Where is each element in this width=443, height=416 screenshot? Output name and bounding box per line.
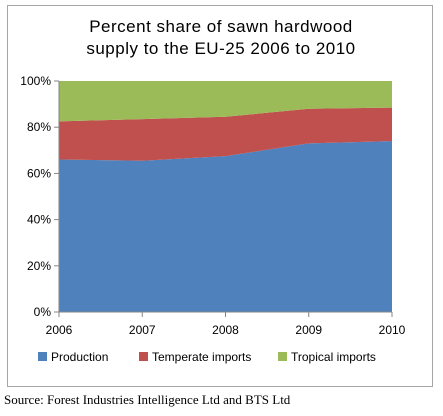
area-production [59,141,392,312]
source-note: Source: Forest Industries Intelligence L… [4,392,291,407]
legend-swatch [38,352,47,361]
x-tick-label: 2009 [295,323,322,337]
legend-label: Tropical imports [291,350,376,364]
x-tick-label: 2008 [212,323,239,337]
y-tick-label: 0% [34,305,52,319]
y-tick-label: 80% [27,120,51,134]
x-tick-label: 2006 [46,323,73,337]
y-tick-label: 100% [20,74,51,88]
y-tick-label: 40% [27,213,51,227]
chart-title: Percent share of sawn hardwood supply to… [8,16,434,60]
area-tropical-imports [59,81,392,122]
legend-label: Production [51,350,108,364]
legend-swatch [278,352,287,361]
area-temperate-imports [59,107,392,161]
chart-title-line-2: supply to the EU-25 2006 to 2010 [86,39,356,58]
y-tick-label: 60% [27,166,51,180]
stacked-area-chart: 0% 20% 40% 60% 80% 100% 2006 2007 2008 2009 2010 Pr… [20,74,406,364]
x-tick-label: 2010 [379,323,406,337]
chart-frame: Percent share of sawn hardwood supply to… [7,5,433,387]
legend-swatch [139,352,148,361]
x-tick-label: 2007 [129,323,156,337]
chart-title-line-1: Percent share of sawn hardwood [89,17,353,36]
legend-label: Temperate imports [152,350,251,364]
y-tick-label: 20% [27,259,51,273]
